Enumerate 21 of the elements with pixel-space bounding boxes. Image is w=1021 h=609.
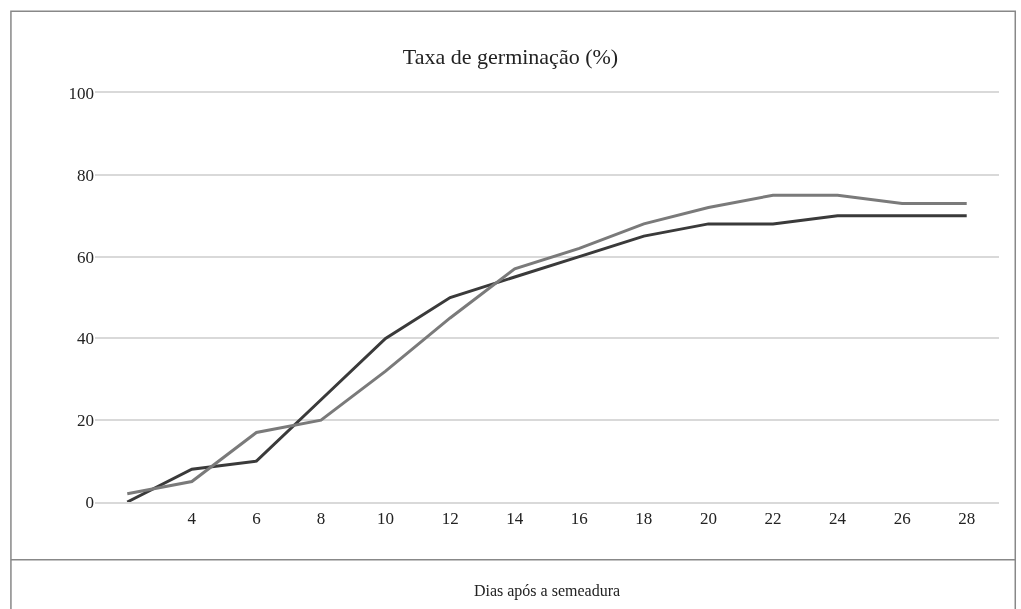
- x-tick-label: 10: [377, 509, 395, 529]
- x-tick-label: 12: [441, 509, 459, 529]
- x-tick-label: 18: [635, 509, 653, 529]
- y-tick-label: 40: [77, 329, 94, 349]
- x-tick-label: 14: [506, 509, 524, 529]
- x-tick-label: 4: [187, 509, 197, 529]
- y-tick-label: 80: [77, 165, 94, 185]
- y-tick-label: 0: [85, 492, 94, 512]
- x-tick-label: 28: [958, 509, 976, 529]
- y-tick-label: 100: [68, 83, 94, 103]
- x-tick-label: 20: [699, 509, 717, 529]
- x-tick-label: 6: [252, 509, 261, 529]
- y-tick-label: 60: [77, 247, 94, 267]
- y-tick-label: 20: [77, 411, 94, 431]
- x-tick-label: 24: [829, 509, 847, 529]
- chart-title: Taxa de germinação (%): [402, 44, 619, 70]
- x-tick-label: 26: [893, 509, 911, 529]
- x-tick-label: 16: [570, 509, 588, 529]
- x-tick-label: 22: [764, 509, 782, 529]
- x-axis-title: Dias após a semeadura: [473, 582, 621, 601]
- x-tick-label: 8: [316, 509, 326, 529]
